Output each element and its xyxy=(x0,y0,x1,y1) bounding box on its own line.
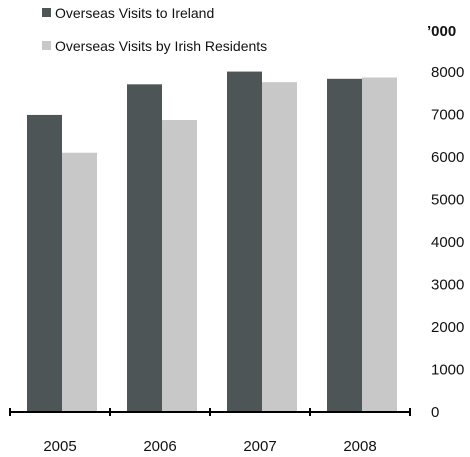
bar-2007-series-1 xyxy=(227,71,262,412)
y-tick-label: 4000 xyxy=(431,234,464,251)
bar-2006-series-1 xyxy=(127,84,162,412)
legend-label-overseas-visits-by-irish-residents: Overseas Visits by Irish Residents xyxy=(55,38,267,54)
y-tick-label: 6000 xyxy=(431,149,464,166)
legend-swatch-overseas-visits-by-irish-residents xyxy=(42,41,51,50)
y-axis-ticks: 0 1000 2000 3000 4000 5000 6000 7000 8000 xyxy=(431,64,464,421)
bar-2008-series-2 xyxy=(362,77,397,413)
legend-swatch-overseas-visits-to-ireland xyxy=(42,8,51,17)
x-tick-label-2007: 2007 xyxy=(243,438,276,455)
bars-group xyxy=(27,71,397,413)
y-axis-unit-label: ’000 xyxy=(427,23,456,40)
bar-2005-series-2 xyxy=(62,152,97,412)
y-tick-label: 7000 xyxy=(431,107,464,124)
legend-label-overseas-visits-to-ireland: Overseas Visits to Ireland xyxy=(55,5,214,21)
y-tick-label: 5000 xyxy=(431,192,464,209)
bar-2005-series-1 xyxy=(27,114,62,413)
bar-2007-series-2 xyxy=(262,82,297,412)
y-tick-label: 8000 xyxy=(431,64,464,81)
x-tick-label-2008: 2008 xyxy=(343,438,376,455)
x-tick-label-2005: 2005 xyxy=(43,438,76,455)
y-tick-label: 1000 xyxy=(431,362,464,379)
x-axis: 2005 2006 2007 2008 xyxy=(9,408,411,455)
bar-2008-series-1 xyxy=(327,78,362,413)
legend: Overseas Visits to Ireland Overseas Visi… xyxy=(42,5,267,54)
y-tick-label: 2000 xyxy=(431,319,464,336)
bar-2006-series-2 xyxy=(162,120,197,413)
y-tick-label: 0 xyxy=(431,404,439,421)
y-tick-label: 3000 xyxy=(431,277,464,294)
x-tick-label-2006: 2006 xyxy=(143,438,176,455)
